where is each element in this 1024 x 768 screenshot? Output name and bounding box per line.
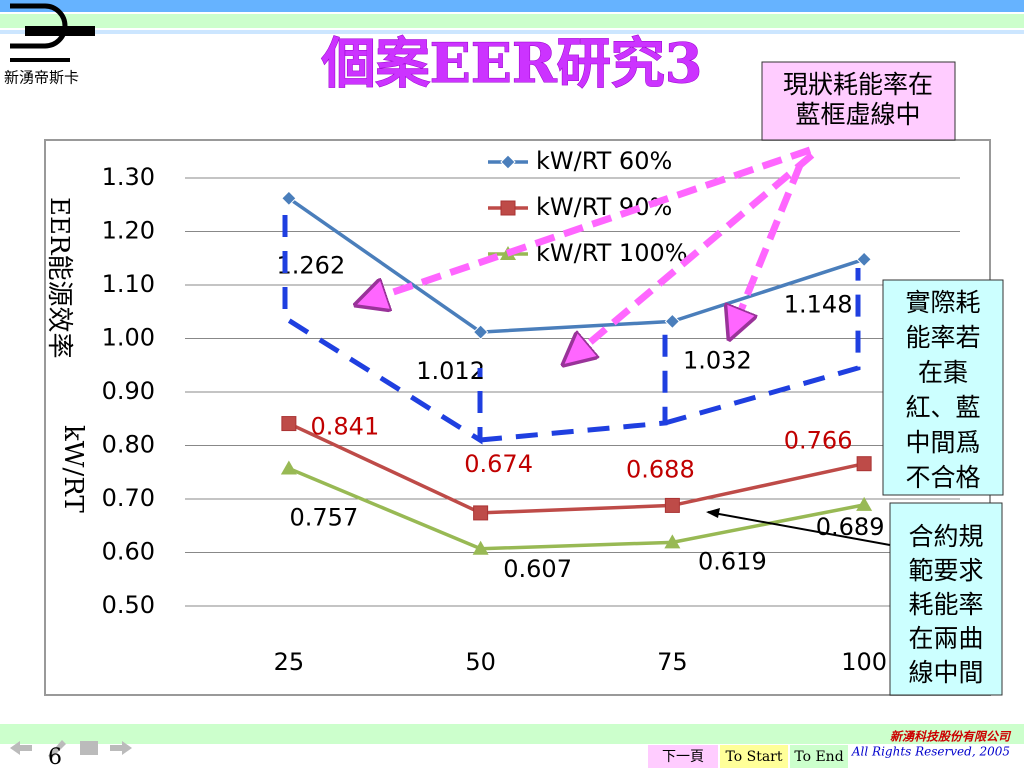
data-label: 1.032 <box>683 346 752 374</box>
chart-area <box>44 139 991 696</box>
callout-text: 藍框虛線中 <box>795 100 920 129</box>
data-point <box>472 540 489 555</box>
data-point <box>281 190 297 207</box>
data-label: 1.262 <box>277 251 346 279</box>
top-band <box>0 14 1024 28</box>
y-tick-label: 0.90 <box>102 377 155 405</box>
top-band <box>0 30 1024 34</box>
series-line <box>287 196 865 334</box>
callout-text: 中間爲 <box>905 428 980 457</box>
company: 新湧科技股份有限公司 <box>890 730 1012 744</box>
chart-title: 個案EER研究3 <box>321 31 703 95</box>
data-label: 0.607 <box>503 555 572 583</box>
top-band <box>0 0 1024 12</box>
y-tick-label: 1.30 <box>102 163 155 191</box>
legend-label: kW/RT 60% <box>536 147 672 175</box>
data-label: 1.012 <box>416 357 485 385</box>
callout-box <box>889 502 1003 696</box>
callout-text: 耗能率 <box>908 590 983 619</box>
legend-marker <box>500 154 516 170</box>
data-point <box>664 497 680 513</box>
callout-text: 範要求 <box>908 556 983 585</box>
data-point <box>472 324 489 340</box>
data-label: 1.148 <box>784 290 853 318</box>
data-point <box>856 456 872 472</box>
callout-text: 紅、藍 <box>905 393 980 422</box>
plot: 0.50 0.60 0.70 0.80 0.90 1.00 1.10 1.20 1.30 25 50… <box>44 147 960 676</box>
data-point <box>856 251 872 268</box>
data-point <box>664 313 681 330</box>
series-line <box>288 421 865 515</box>
legend-label: kW/RT 100% <box>536 239 688 267</box>
callout-text: 線中間 <box>908 658 983 687</box>
y-tick-label: 0.80 <box>102 431 155 459</box>
data-label: 0.689 <box>816 513 885 541</box>
current-range-outline <box>282 215 861 445</box>
data-point <box>473 505 489 521</box>
button-bg[interactable] <box>790 745 848 768</box>
data-label: 0.841 <box>311 413 380 441</box>
data-label: 0.757 <box>290 504 359 532</box>
data-point <box>664 534 681 549</box>
callout-text: 在棗 <box>918 358 968 387</box>
callout-text: 在兩曲 <box>908 624 983 653</box>
y-tick-label: 0.50 <box>102 591 155 619</box>
y-tick-label: 1.20 <box>102 217 155 245</box>
nav-button[interactable]: To End <box>794 749 843 765</box>
callout-box <box>761 61 956 141</box>
callout-text: 不合格 <box>905 463 980 492</box>
y-tick-label: 0.70 <box>102 484 155 512</box>
y-axis-label: kW/RT <box>58 425 88 513</box>
rights: All Rights Reserved, 2005 <box>851 745 1010 759</box>
data-label: 0.619 <box>698 547 767 575</box>
button-bg[interactable] <box>720 745 788 768</box>
data-label: 0.688 <box>626 455 695 483</box>
data-label: 0.766 <box>784 427 853 455</box>
button-bg[interactable] <box>648 745 718 768</box>
callout-arrow <box>707 511 891 546</box>
arrowhead <box>706 508 720 518</box>
y-tick-label: 0.60 <box>102 538 155 566</box>
callout-box <box>882 279 1004 496</box>
x-tick-label: 25 <box>274 648 305 676</box>
callout-arrows <box>370 146 815 355</box>
legend-marker <box>500 200 516 216</box>
nav-button[interactable]: To Start <box>725 749 782 765</box>
callout-text: 合約規 <box>908 522 983 551</box>
logo-text: 新湧帝斯卡 <box>4 69 79 87</box>
y-axis-label: EER能源效率 <box>44 197 74 359</box>
callout-text: 能率若 <box>905 323 980 352</box>
page-number: 6 <box>48 745 62 768</box>
data-point <box>281 416 297 432</box>
bottom-band <box>0 724 1024 744</box>
nav-icons[interactable] <box>10 740 132 758</box>
data-label: 0.674 <box>464 450 533 478</box>
callout-text: 實際耗 <box>905 288 980 317</box>
nav-button[interactable]: 下一頁 <box>662 749 704 765</box>
x-tick-label: 50 <box>465 648 496 676</box>
callout-text: 現狀耗能率在 <box>783 70 933 99</box>
x-tick-label: 75 <box>657 648 688 676</box>
logo-icon <box>10 3 95 62</box>
y-tick-label: 1.00 <box>102 324 155 352</box>
x-tick-label: 100 <box>841 648 887 676</box>
data-point <box>856 496 873 511</box>
y-tick-label: 1.10 <box>102 270 155 298</box>
data-point <box>280 460 297 475</box>
legend-label: kW/RT 90% <box>536 193 672 221</box>
